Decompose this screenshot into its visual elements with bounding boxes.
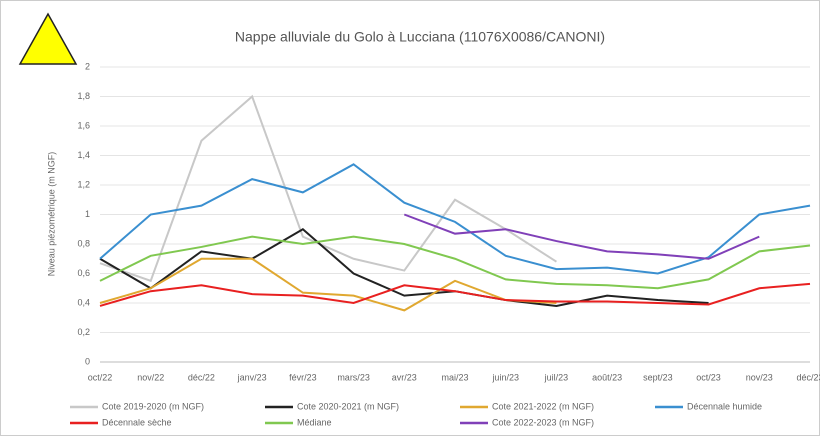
x-tick-label: déc/22: [188, 372, 215, 382]
y-tick-label: 1: [85, 209, 90, 219]
y-tick-label: 0,4: [77, 297, 90, 307]
y-tick-label: 2: [85, 61, 90, 71]
y-tick-label: 1,4: [77, 150, 90, 160]
x-tick-label: juil/23: [544, 372, 569, 382]
series-line: [99, 163, 811, 275]
series-line: [99, 282, 811, 307]
x-tick-label: sept/23: [643, 372, 673, 382]
series-line: [99, 257, 557, 312]
x-tick-label: juin/23: [491, 372, 519, 382]
legend-label: Cote 2019-2020 (m NGF): [102, 401, 204, 411]
y-tick-label: 0,2: [77, 327, 90, 337]
y-tick-label: 1,2: [77, 179, 90, 189]
series-line: [99, 235, 811, 290]
y-tick-label: 0,8: [77, 238, 90, 248]
series-line: [403, 213, 760, 260]
chart-title: Nappe alluviale du Golo à Lucciana (1107…: [235, 29, 605, 45]
x-tick-label: nov/22: [137, 372, 164, 382]
x-tick-label: janv/23: [237, 372, 267, 382]
series-line: [99, 228, 709, 307]
y-tick-label: 0: [85, 356, 90, 366]
x-tick-label: mai/23: [441, 372, 468, 382]
legend-label: Cote 2020-2021 (m NGF): [297, 401, 399, 411]
x-tick-label: août/23: [592, 372, 622, 382]
y-tick-label: 1,8: [77, 91, 90, 101]
x-tick-label: oct/22: [88, 372, 113, 382]
x-tick-label: déc/23: [796, 372, 820, 382]
x-tick-label: avr/23: [392, 372, 417, 382]
x-tick-label: mars/23: [337, 372, 370, 382]
x-tick-label: oct/23: [696, 372, 721, 382]
y-tick-label: 1,6: [77, 120, 90, 130]
y-axis-label: Niveau piézométrique (m NGF): [46, 152, 56, 277]
x-tick-label: nov/23: [746, 372, 773, 382]
legend-label: Décennale humide: [687, 401, 762, 411]
legend-label: Cote 2022-2023 (m NGF): [492, 417, 594, 427]
legend-label: Cote 2021-2022 (m NGF): [492, 401, 594, 411]
warning-icon: [18, 12, 78, 65]
y-tick-label: 0,6: [77, 268, 90, 278]
x-tick-label: févr/23: [289, 372, 317, 382]
legend-label: Médiane: [297, 417, 332, 427]
legend-label: Décennale sèche: [102, 417, 172, 427]
